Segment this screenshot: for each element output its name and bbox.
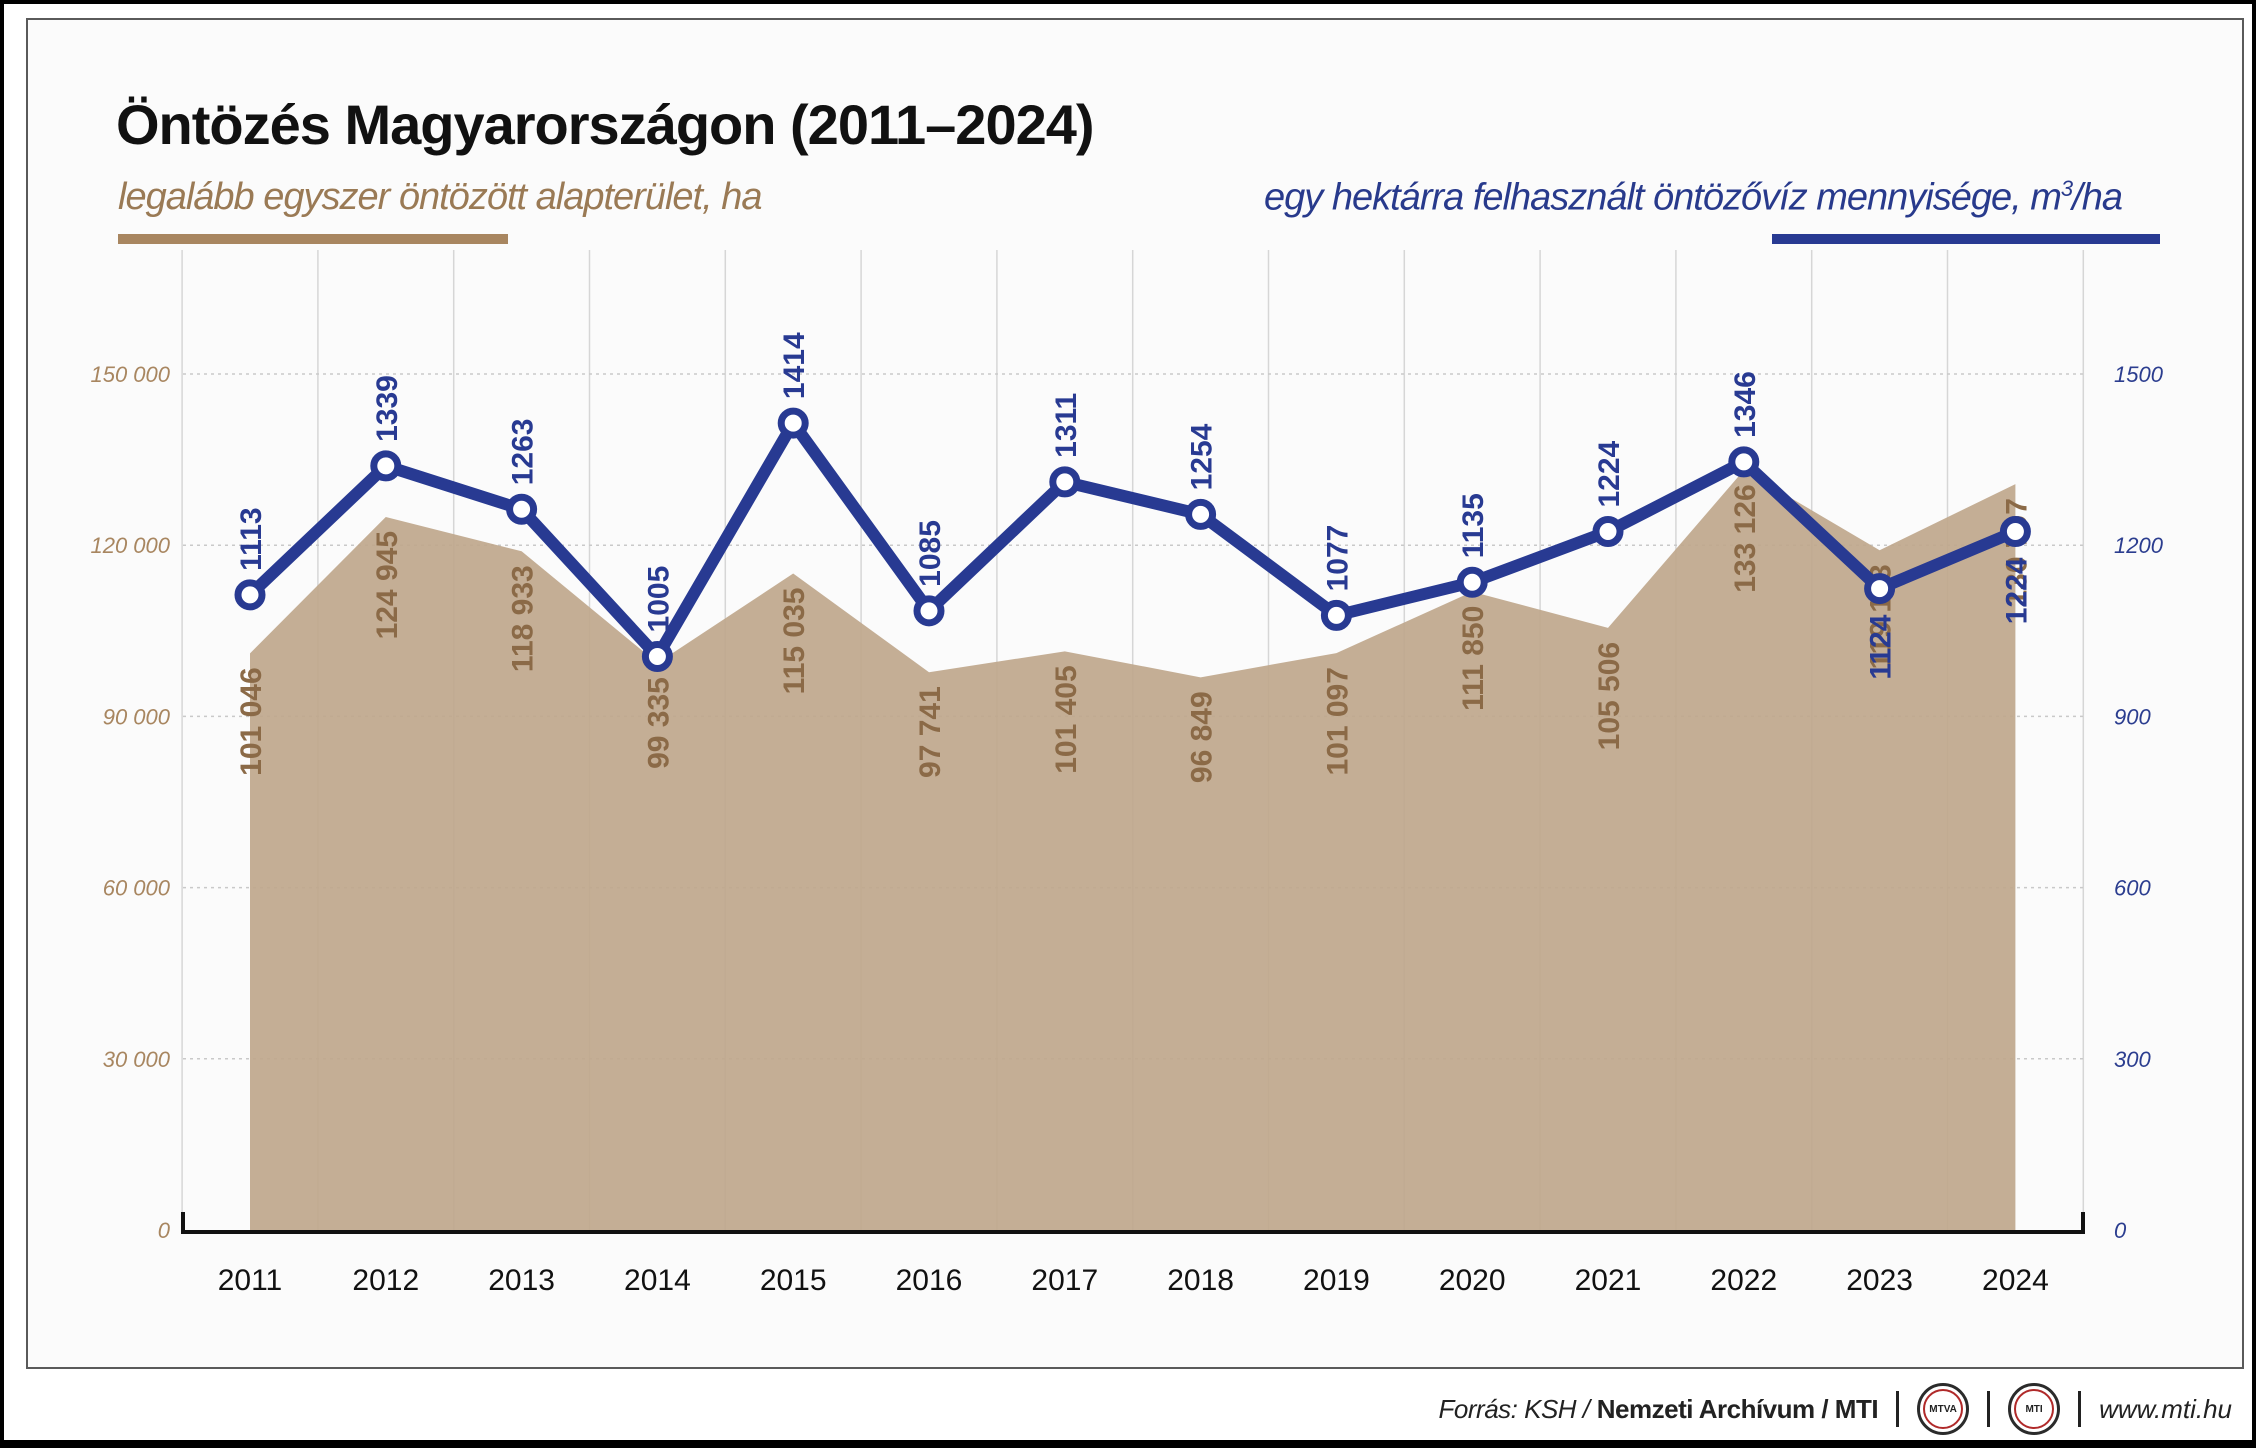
area-data-label: 101 097 [1321,667,1354,775]
line-data-point [1999,516,2031,548]
legend-line-label-main: egy hektárra felhasznált öntözővíz menny… [1264,176,2062,219]
line-series [234,407,2031,672]
line-data-label: 1311 [1050,393,1083,458]
line-data-point [1728,446,1760,478]
website-link[interactable]: www.mti.hu [2099,1393,2232,1424]
area-data-label: 96 849 [1186,691,1219,783]
x-axis-tick-label: 2014 [624,1264,691,1297]
area-series [250,470,2016,1230]
x-axis-tick-label: 2017 [1031,1264,1098,1297]
area-series-fill [250,470,2016,1230]
footer: Forrás: KSH / Nemzeti Archívum / MTI MTV… [1439,1382,2232,1436]
area-data-label: 115 035 [778,588,811,695]
legend-line-label: egy hektárra felhasznált öntözővíz menny… [1264,176,2123,220]
x-axis-tick-label: 2024 [1982,1264,2049,1297]
x-axis-tick-label: 2015 [760,1264,827,1297]
line-data-point [1320,599,1352,631]
line-data-label: 1346 [1729,371,1762,438]
line-data-label: 1339 [371,375,404,442]
infographic-panel: Öntözés Magyarországon (2011–2024) legal… [26,18,2244,1369]
x-axis-line [181,1212,2085,1234]
line-data-point [641,640,673,672]
line-data-point [1864,573,1896,605]
area-data-labels: 101 046 124 945 118 933 99 335 115 035 97 741… [235,484,2033,783]
area-data-label: 124 945 [371,531,404,639]
line-data-point [1049,466,1081,498]
left-axis-tick-label: 0 [158,1218,171,1243]
area-data-label: 111 850 [1457,606,1490,711]
line-data-label: 1254 [1186,423,1219,490]
line-data-label: 1085 [914,520,947,587]
x-axis-tick-label: 2018 [1167,1264,1234,1297]
line-data-label: 1124 [1865,614,1898,679]
x-axis-tick-label: 2012 [352,1264,419,1297]
line-data-point [370,450,402,482]
legend-line-swatch [1772,234,2160,244]
legend-area-swatch [118,234,508,244]
x-axis-tick-label: 2019 [1303,1264,1370,1297]
line-data-point [1592,516,1624,548]
line-data-point [506,493,538,525]
line-series-path [244,417,2022,663]
right-axis-tick-label: 300 [2114,1047,2151,1072]
area-data-label: 101 405 [1050,665,1083,773]
x-axis-tick-label: 2022 [1710,1264,1777,1297]
axes: 0 30 000 60 000 90 000 120 000 150 000 0 300 600… [90,362,2163,1297]
combo-chart: 0 30 000 60 000 90 000 120 000 150 000 0 300 600… [90,250,2164,1297]
left-axis-tick-label: 60 000 [103,876,171,901]
chart-title: Öntözés Magyarországon (2011–2024) [116,93,1095,156]
line-data-label: 1135 [1457,493,1490,558]
line-data-point [777,407,809,439]
legend-area-label: legalább egyszer öntözött alapterület, h… [118,176,762,218]
source-prefix: Forrás: KSH / [1438,1393,1590,1424]
source-archive: Nemzeti Archívum / MTI [1596,1393,1879,1424]
line-data-label: 1224 [2000,557,2033,624]
footer-separator [2078,1391,2082,1427]
right-axis-tick-label: 1200 [2114,533,2164,558]
x-axis-tick-label: 2011 [218,1264,283,1297]
x-axis-tick-label: 2020 [1439,1264,1506,1297]
left-axis-tick-label: 90 000 [103,704,171,729]
image-frame: Öntözés Magyarországon (2011–2024) legal… [4,4,2252,1440]
line-data-point [913,595,945,627]
left-axis-tick-label: 150 000 [90,362,170,387]
right-axis-tick-label: 1500 [2114,362,2164,387]
line-data-label: 1224 [1593,440,1626,507]
line-data-label: 1077 [1321,525,1354,592]
right-axis-tick-label: 600 [2114,876,2151,901]
area-data-label: 99 335 [642,677,675,769]
left-axis-tick-label: 120 000 [90,533,170,558]
area-data-label: 133 126 [1729,484,1762,592]
mti-logo: MTI [2008,1383,2061,1435]
left-axis-tick-label: 30 000 [103,1047,171,1072]
legend-line-label-sup: 3 [2060,176,2073,201]
area-data-label: 101 046 [235,667,268,775]
line-data-label: 1263 [507,418,540,485]
x-axis-tick-label: 2013 [488,1264,555,1297]
source-credit: Forrás: KSH / Nemzeti Archívum / MTI [1439,1394,1879,1425]
line-data-label: 1113 [235,507,268,570]
line-data-point [1456,566,1488,598]
line-data-label: 1414 [778,332,811,399]
line-data-point [1185,498,1217,530]
line-data-labels: 1113 1339 1263 1005 1414 1085 1311 1254 1077 1135… [235,332,2033,680]
area-data-label: 118 933 [507,565,540,672]
x-axis-tick-label: 2016 [896,1264,963,1297]
area-data-label: 97 741 [914,686,947,778]
line-data-point [234,579,266,611]
area-data-label: 105 506 [1593,642,1626,750]
right-axis-tick-label: 0 [2114,1218,2127,1243]
footer-separator [1987,1391,1991,1427]
x-axis-tick-label: 2021 [1575,1264,1642,1297]
x-axis-tick-label: 2023 [1846,1264,1913,1297]
legend-line-label-tail: /ha [2072,176,2123,219]
right-axis-tick-label: 900 [2114,704,2151,729]
footer-separator [1896,1391,1900,1427]
mtva-logo: MTVA [1917,1383,1970,1435]
line-data-label: 1005 [642,566,675,633]
